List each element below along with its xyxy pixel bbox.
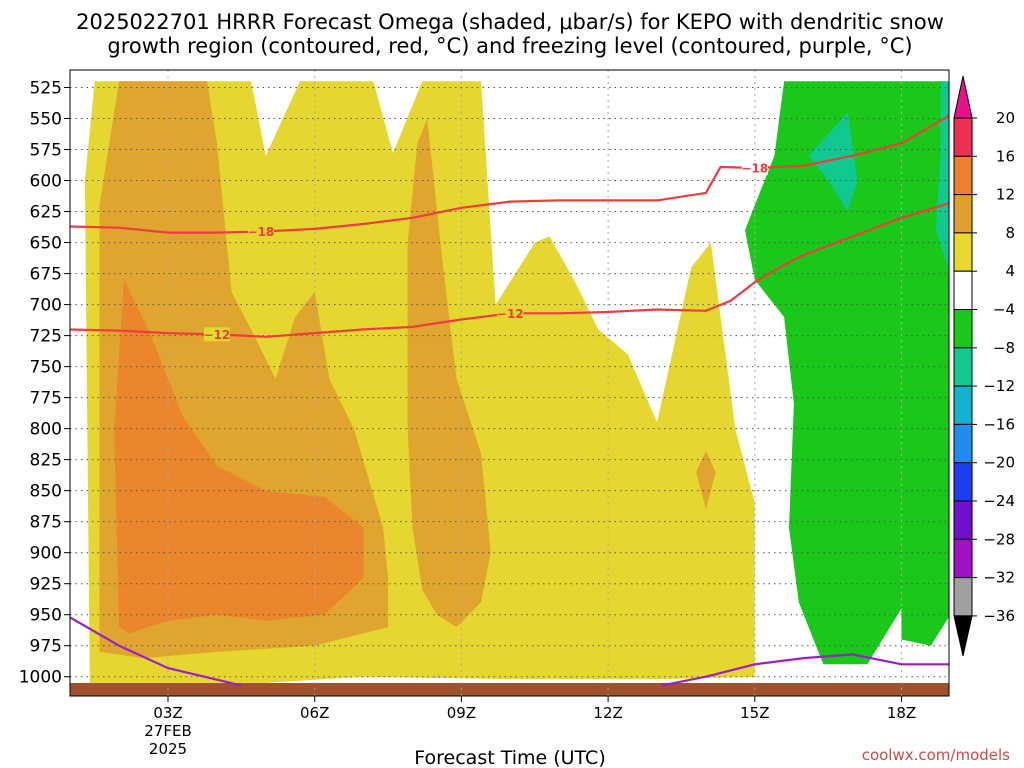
x-tick-date-0: 27FEB: [144, 722, 191, 740]
x-tick-label-0: 03Z: [153, 704, 182, 722]
y-tick-label-7: 700: [30, 296, 62, 316]
x-tick-label-3: 12Z: [593, 704, 622, 722]
colorbar-top-arrow: [953, 75, 973, 119]
colorbar-swatch-9: [953, 462, 973, 502]
contour-label-bg-0-1: [741, 161, 768, 176]
contour-label-0-1: −18: [741, 162, 768, 176]
y-tick-label-5: 650: [30, 234, 62, 254]
shaded-region-5: [114, 279, 364, 634]
contour-line-0: [70, 114, 949, 234]
x-tick-year-0: 2025: [149, 740, 187, 758]
y-tick-label-14: 875: [30, 513, 62, 533]
y-tick-label-10: 775: [30, 389, 62, 409]
shaded-region-6: [745, 81, 949, 665]
colorbar-label-5: −4: [993, 301, 1015, 319]
shaded-region-4: [696, 451, 716, 510]
plot-frame: [69, 69, 950, 697]
colorbar: 20 16 12 8 4 −4 −8 −12 −16 −20 −24 −28 −32 −36: [953, 75, 1015, 657]
colorbar-label-13: −36: [983, 607, 1015, 625]
colorbar-label-11: −28: [983, 530, 1015, 548]
y-tick-label-18: 975: [30, 637, 62, 657]
colorbar-swatch-11: [953, 538, 973, 579]
chart-title-line1: 2025022701 HRRR Forecast Omega (shaded, …: [76, 10, 944, 34]
chart-grid: [70, 70, 949, 696]
y-axis-ticks: 525 550 575 600 625 650 675 700 725 750 775 800 825 8…: [19, 79, 70, 688]
contour-label-1-1: −12: [497, 307, 524, 321]
colorbar-label-9: −20: [983, 454, 1015, 472]
colorbar-swatch-2: [953, 194, 973, 234]
y-tick-label-8: 725: [30, 327, 62, 347]
colorbar-label-4: 4: [1005, 262, 1015, 280]
y-tick-label-3: 600: [30, 172, 62, 192]
colorbar-label-6: −8: [993, 339, 1015, 357]
contour-label-0-0: −18: [248, 225, 275, 239]
colorbar-swatch-8: [953, 423, 973, 464]
contour-label-bg-1-0: [203, 327, 230, 342]
omega-shading: [84, 81, 949, 683]
contour-line-3: [661, 653, 949, 687]
colorbar-label-3: 8: [1005, 224, 1015, 242]
colorbar-swatch-10: [953, 500, 973, 540]
colorbar-swatch-4: [953, 270, 973, 311]
colorbar-label-1: 16: [996, 147, 1015, 165]
colorbar-swatch-6: [953, 347, 973, 387]
y-tick-label-0: 525: [30, 79, 62, 99]
contour-line-2: [70, 616, 242, 687]
x-tick-label-4: 15Z: [740, 704, 769, 722]
colorbar-swatch-7: [953, 385, 973, 425]
colorbar-swatch-3: [953, 232, 973, 272]
contour-label-bg-0-0: [247, 224, 274, 239]
x-tick-label-1: 06Z: [300, 704, 329, 722]
y-tick-label-16: 925: [30, 575, 62, 595]
y-tick-label-1: 550: [30, 110, 62, 130]
x-tick-label-5: 18Z: [887, 704, 916, 722]
shaded-region-7: [808, 112, 858, 212]
colorbar-swatch-0: [953, 117, 973, 157]
temperature-contours: [70, 114, 949, 687]
y-tick-label-13: 850: [30, 482, 62, 502]
x-tick-label-2: 09Z: [447, 704, 476, 722]
contour-label-1-0: −12: [204, 328, 231, 342]
y-tick-label-11: 800: [30, 420, 62, 440]
y-tick-label-9: 750: [30, 358, 62, 378]
credit-text: coolwx.com/models: [862, 746, 1010, 764]
colorbar-label-8: −16: [983, 415, 1015, 433]
colorbar-swatch-5: [953, 309, 973, 349]
chart-title-line2: growth region (contoured, red, °C) and f…: [107, 34, 912, 58]
colorbar-label-10: −24: [983, 492, 1015, 510]
ground-terrain: [70, 683, 949, 696]
colorbar-label-0: 20: [996, 109, 1015, 127]
y-tick-label-2: 575: [30, 141, 62, 161]
y-tick-label-19: 1000: [19, 668, 62, 688]
y-tick-label-17: 950: [30, 606, 62, 626]
contour-labels: −18 −18 −12 −12: [203, 161, 768, 342]
colorbar-label-12: −32: [983, 569, 1015, 587]
colorbar-bottom-arrow: [953, 615, 973, 657]
contour-line-1: [70, 202, 949, 338]
ground-strip: [70, 683, 949, 696]
shaded-region-3: [407, 118, 491, 628]
colorbar-swatch-1: [953, 155, 973, 196]
contour-label-bg-1-1: [497, 306, 524, 321]
shaded-region-8: [935, 81, 949, 270]
y-tick-label-6: 675: [30, 265, 62, 285]
colorbar-label-7: −12: [983, 377, 1015, 395]
y-tick-label-12: 825: [30, 451, 62, 471]
colorbar-label-2: 12: [996, 186, 1015, 204]
x-axis-label: Forecast Time (UTC): [414, 747, 605, 768]
y-tick-label-15: 900: [30, 544, 62, 564]
y-tick-label-4: 625: [30, 203, 62, 223]
colorbar-swatch-12: [953, 577, 973, 617]
